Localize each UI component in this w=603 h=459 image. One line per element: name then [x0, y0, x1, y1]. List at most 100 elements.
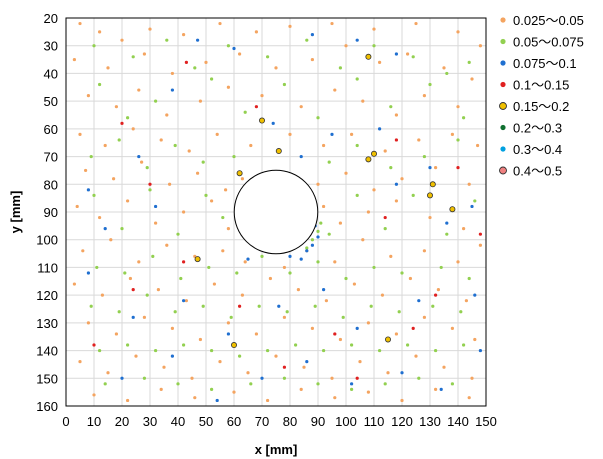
data-point	[232, 390, 236, 394]
data-point	[310, 243, 314, 247]
data-point	[338, 221, 342, 225]
plot-border	[65, 17, 487, 407]
data-point	[439, 265, 443, 270]
data-point	[89, 304, 93, 308]
data-point	[238, 304, 242, 308]
data-point	[467, 60, 471, 64]
legend-label: 0.025～0.05	[513, 13, 584, 28]
x-tick-label: 70	[255, 414, 269, 429]
x-tick-label: 60	[227, 414, 241, 429]
data-point	[126, 343, 130, 347]
data-point	[112, 177, 116, 181]
data-point	[417, 138, 421, 142]
data-point	[260, 376, 264, 380]
data-point	[422, 154, 426, 159]
data-point	[182, 33, 186, 37]
data-point	[476, 143, 480, 148]
data-point	[159, 387, 163, 391]
data-point	[442, 365, 446, 369]
x-tick-label: 150	[475, 414, 497, 429]
data-point	[210, 387, 214, 391]
legend-marker	[500, 81, 506, 88]
data-point	[148, 182, 152, 186]
data-point	[210, 77, 214, 81]
data-point	[266, 398, 270, 403]
data-point	[338, 337, 342, 342]
data-point	[226, 85, 230, 89]
legend-marker	[499, 166, 507, 175]
data-point	[417, 299, 421, 303]
data-point	[355, 38, 359, 42]
data-point	[184, 60, 188, 64]
data-point	[406, 343, 410, 347]
data-point	[254, 105, 258, 109]
data-point	[449, 206, 456, 213]
x-tick-label: 50	[199, 414, 213, 429]
data-point	[260, 254, 264, 258]
data-point	[411, 326, 415, 330]
data-point	[456, 166, 460, 170]
legend-marker	[500, 146, 506, 152]
data-point	[369, 304, 373, 308]
x-axis-title: x [mm]	[255, 442, 298, 457]
data-point	[341, 315, 345, 319]
data-point	[249, 382, 253, 386]
data-point	[470, 77, 474, 81]
x-tick-label: 30	[143, 414, 157, 429]
legend-label: 0.3～0.4	[513, 142, 562, 157]
data-point	[238, 52, 242, 56]
x-tick-label: 120	[391, 414, 413, 429]
y-tick-label: 30	[44, 39, 58, 54]
data-point	[327, 232, 331, 236]
data-point	[422, 249, 426, 253]
data-point	[462, 227, 466, 231]
y-tick-label: 20	[44, 11, 58, 26]
data-point	[120, 227, 124, 231]
data-point	[322, 204, 326, 209]
data-point	[333, 332, 337, 336]
data-point	[243, 110, 247, 114]
data-point	[316, 116, 320, 120]
data-point	[240, 177, 244, 181]
data-point	[126, 398, 130, 403]
data-point	[154, 204, 158, 209]
data-point	[316, 382, 320, 386]
data-point	[103, 227, 107, 231]
data-point	[210, 199, 214, 203]
data-point	[84, 168, 88, 173]
hole-circle	[233, 169, 319, 255]
data-point	[190, 376, 194, 380]
data-point	[436, 288, 440, 292]
y-tick-label: 150	[36, 371, 58, 386]
data-point	[142, 376, 146, 380]
data-point	[344, 171, 348, 175]
data-point	[204, 193, 208, 197]
data-point	[316, 229, 320, 233]
data-point	[229, 315, 233, 319]
data-point	[383, 382, 387, 386]
data-point	[467, 276, 471, 281]
data-point	[386, 371, 390, 375]
data-point	[333, 88, 337, 92]
data-point	[137, 88, 141, 92]
data-point	[361, 99, 365, 103]
y-tick-label: 140	[36, 344, 58, 359]
data-point	[86, 188, 90, 192]
data-point	[305, 38, 309, 42]
data-point	[470, 204, 474, 209]
data-point	[302, 365, 306, 369]
data-point	[434, 293, 438, 297]
data-point	[92, 193, 96, 197]
legend: 0.025～0.05 0.05～0.075 0.075～0.1 0.1～0.15 0.1…	[499, 13, 584, 179]
data-point	[467, 396, 471, 400]
data-point	[221, 215, 225, 220]
data-point	[173, 310, 177, 314]
data-point	[282, 315, 286, 319]
data-point	[288, 254, 292, 258]
data-point	[98, 215, 102, 220]
data-point	[429, 181, 436, 188]
data-point	[355, 193, 359, 197]
data-point	[296, 288, 300, 292]
legend-label: 0.15～0.2	[513, 99, 569, 114]
